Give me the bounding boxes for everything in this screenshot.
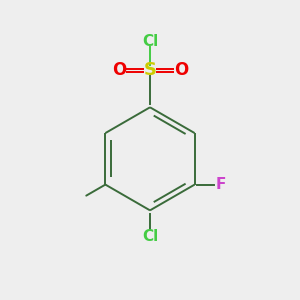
Text: O: O	[112, 61, 126, 80]
Text: O: O	[174, 61, 188, 80]
Text: F: F	[216, 177, 226, 192]
Text: S: S	[143, 61, 157, 80]
Text: Cl: Cl	[142, 34, 158, 49]
Text: Cl: Cl	[142, 230, 158, 244]
